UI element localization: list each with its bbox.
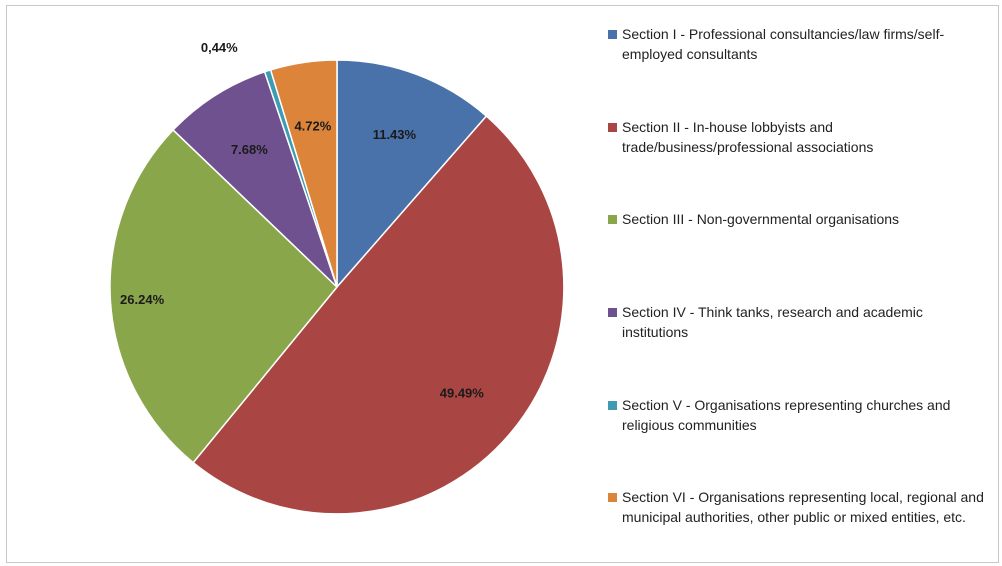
legend-label: Section IV - Think tanks, research and a…	[622, 304, 923, 340]
legend-item-section-4: Section IV - Think tanks, research and a…	[608, 302, 990, 342]
legend-item-section-2: Section II - In-house lobbyists and trad…	[608, 117, 990, 157]
data-label-section-1: 11.43%	[373, 127, 417, 142]
pie-slice-section-2	[192, 115, 565, 515]
data-label-section-3: 26.24%	[120, 292, 165, 307]
legend-label: Section III - Non-governmental organisat…	[622, 211, 900, 227]
data-label-section-6: 4.72%	[294, 118, 331, 133]
pie-slice-section-3	[109, 128, 339, 464]
legend-label: Section II - In-house lobbyists and trad…	[622, 119, 874, 155]
pie-data-labels: 11.43% 49.49% 26.24% 7.68% 0,44% 4.72%	[120, 40, 484, 401]
legend-label: Section I - Professional consultancies/l…	[622, 26, 945, 62]
legend-item-section-1: Section I - Professional consultancies/l…	[608, 24, 990, 64]
legend-swatch	[608, 308, 617, 317]
legend-swatch	[608, 30, 617, 39]
legend-item-section-6: Section VI - Organisations representing …	[608, 487, 990, 527]
legend-swatch	[608, 493, 617, 502]
pie-slices	[109, 59, 565, 515]
pie-slice-section-1	[336, 59, 488, 289]
legend-item-section-3: Section III - Non-governmental organisat…	[608, 209, 990, 229]
legend-swatch	[608, 401, 617, 410]
legend-item-section-5: Section V - Organisations representing c…	[608, 395, 990, 435]
legend-swatch	[608, 123, 617, 132]
legend-label: Section V - Organisations representing c…	[622, 397, 951, 433]
data-label-section-2: 49.49%	[440, 386, 485, 401]
data-label-section-5: 0,44%	[201, 40, 238, 55]
pie-slice-section-4	[172, 70, 338, 288]
legend-label: Section VI - Organisations representing …	[622, 489, 984, 525]
legend-swatch	[608, 215, 617, 224]
data-label-section-4: 7.68%	[231, 142, 268, 157]
pie-slice-section-6	[269, 59, 338, 288]
